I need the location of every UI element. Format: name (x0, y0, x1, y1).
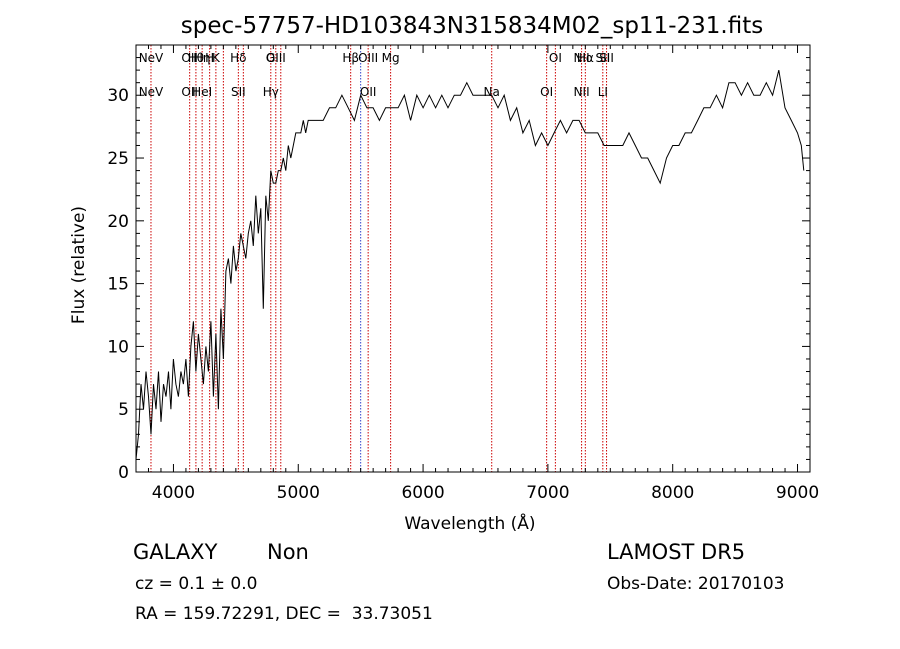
marker-label-lower: NII (574, 85, 590, 99)
y-tick-label: 5 (118, 400, 129, 420)
marker-label-upper: Hθ (188, 51, 204, 65)
marker-label-upper: SII (599, 51, 614, 65)
marker-label-upper: OIII (266, 51, 286, 65)
x-tick-label: 9000 (776, 483, 819, 503)
x-tick-label: 7000 (526, 483, 569, 503)
spectrum-line (135, 69, 805, 460)
x-axis: 4000 5000 6000 7000 8000 9000 (135, 45, 819, 503)
survey-name: LAMOST DR5 (607, 540, 746, 564)
marker-label-lower: Na (484, 85, 500, 99)
x-tick-label: 6000 (401, 483, 444, 503)
redshift-value: cz = 0.1 ± 0.0 (135, 574, 258, 594)
marker-label-lower: OII (181, 85, 198, 99)
marker-label-upper: Hα (577, 51, 594, 65)
marker-label-lower: NeV (139, 85, 164, 99)
marker-label-upper: Hβ (342, 51, 359, 65)
y-tick-label: 10 (107, 337, 129, 357)
marker-label-upper: OIII (358, 51, 378, 65)
y-tick-label: 20 (107, 212, 129, 232)
marker-label-upper: Hη (194, 51, 211, 65)
coordinates: RA = 159.72291, DEC = 33.73051 (135, 604, 433, 624)
marker-label-upper: Hδ (230, 51, 246, 65)
y-axis-label: Flux (relative) (69, 206, 89, 324)
x-tick-label: 4000 (152, 483, 195, 503)
y-tick-label: 25 (107, 149, 129, 169)
y-axis: 0 5 10 15 20 25 30 (107, 44, 810, 483)
marker-label-lower: OII (360, 85, 377, 99)
marker-label-lower: LI (598, 85, 608, 99)
marker-label-upper: G (266, 51, 275, 65)
marker-label-upper: Mg (382, 51, 400, 65)
marker-label-upper: H (205, 51, 214, 65)
marker-label-lower: Hγ (263, 85, 279, 99)
marker-label-upper: OI (549, 51, 562, 65)
x-axis-label: Wavelength (Å) (404, 512, 535, 534)
marker-label-upper: OII (181, 51, 198, 65)
line-markers (150, 45, 608, 472)
x-tick-label: 5000 (277, 483, 320, 503)
y-tick-label: 0 (118, 463, 129, 483)
marker-label-lower: HeI (192, 85, 212, 99)
plot-frame (135, 44, 811, 473)
obs-date: Obs-Date: 20170103 (607, 574, 785, 594)
object-subclass: Non (267, 540, 309, 564)
marker-label-lower: OI (540, 85, 553, 99)
y-tick-label: 30 (107, 86, 129, 106)
marker-label-upper: NII (574, 51, 590, 65)
marker-label-upper: K (212, 51, 221, 65)
chart-title: spec-57757-HD103843N315834M02_sp11-231.f… (181, 13, 763, 39)
x-tick-label: 8000 (651, 483, 694, 503)
marker-label-upper: SII (595, 51, 610, 65)
y-tick-label: 15 (107, 275, 129, 295)
object-class: GALAXY (133, 540, 218, 564)
marker-label-lower: SII (231, 85, 246, 99)
marker-label-upper: NeV (139, 51, 164, 65)
